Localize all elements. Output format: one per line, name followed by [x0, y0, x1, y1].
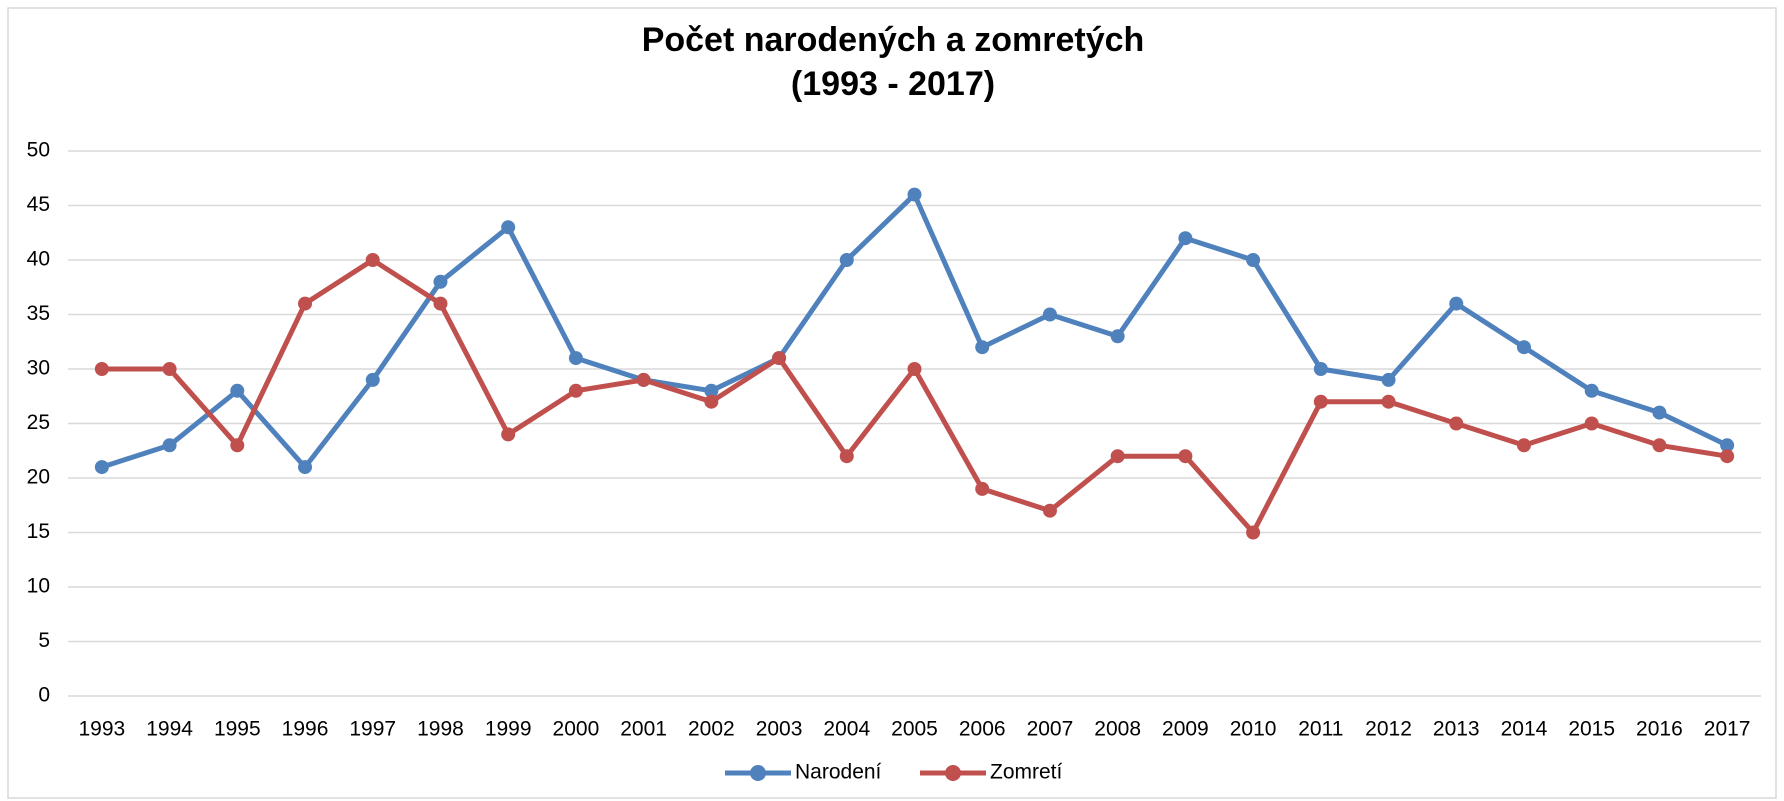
y-tick-label: 5	[38, 629, 50, 652]
point	[1584, 383, 1599, 398]
point	[1178, 449, 1193, 464]
x-tick-label: 2010	[1230, 718, 1277, 741]
point	[298, 296, 313, 311]
point	[772, 351, 787, 366]
x-tick-label: 2000	[553, 718, 600, 741]
point	[839, 253, 854, 267]
point	[1246, 253, 1261, 267]
y-tick-label: 50	[27, 139, 50, 162]
x-tick-label: 2007	[1027, 718, 1074, 741]
point	[230, 383, 245, 398]
point	[94, 362, 109, 376]
point	[1042, 307, 1057, 322]
point	[1313, 394, 1328, 409]
point	[1381, 394, 1396, 409]
point	[433, 274, 448, 289]
legend-marker	[945, 765, 961, 781]
x-tick-label: 2013	[1433, 718, 1480, 741]
point	[162, 362, 177, 376]
point	[1516, 340, 1531, 355]
point	[501, 220, 516, 235]
x-tick-label: 2012	[1365, 718, 1412, 741]
x-tick-label: 2008	[1094, 718, 1141, 741]
x-tick-label: 2006	[959, 718, 1006, 741]
x-tick-label: 1996	[282, 718, 329, 741]
x-tick-label: 1997	[349, 718, 396, 741]
point	[568, 383, 583, 398]
x-tick-label: 2014	[1501, 718, 1548, 741]
x-tick-label: 2016	[1636, 718, 1683, 741]
point	[975, 340, 990, 355]
point	[1178, 231, 1193, 246]
chart-frame	[7, 7, 1777, 799]
point	[94, 460, 109, 475]
x-tick-label: 1998	[417, 718, 464, 741]
point	[1652, 438, 1667, 453]
y-tick-label: 20	[27, 466, 50, 489]
point	[1720, 449, 1735, 464]
x-tick-label: 2015	[1568, 718, 1615, 741]
y-tick-label: 45	[27, 193, 50, 216]
point	[1381, 372, 1396, 387]
point	[365, 372, 380, 387]
point	[162, 438, 177, 453]
y-tick-label: 35	[27, 302, 50, 325]
x-tick-label: 2009	[1162, 718, 1209, 741]
x-tick-label: 2011	[1298, 718, 1343, 741]
x-tick-label: 1995	[214, 718, 261, 741]
point	[298, 460, 313, 475]
x-tick-label: 1999	[485, 718, 532, 741]
y-tick-label: 0	[38, 684, 50, 707]
point	[1652, 405, 1667, 420]
point	[433, 296, 448, 311]
point	[1584, 416, 1599, 431]
x-tick-label: 2017	[1704, 718, 1751, 741]
point	[501, 427, 516, 442]
point	[704, 383, 719, 398]
chart-title: Počet narodených a zomretých	[642, 21, 1145, 59]
point	[1110, 449, 1125, 464]
point	[907, 362, 922, 376]
point	[1720, 438, 1735, 453]
point	[907, 187, 922, 202]
chart-title: (1993 - 2017)	[791, 65, 995, 103]
y-tick-label: 30	[27, 357, 50, 380]
x-tick-label: 2005	[891, 718, 938, 741]
point	[1516, 438, 1531, 453]
point	[1246, 525, 1261, 540]
x-tick-label: 2003	[756, 718, 803, 741]
x-tick-label: 2001	[620, 718, 667, 741]
point	[1449, 416, 1464, 431]
point	[839, 449, 854, 464]
point	[1449, 296, 1464, 311]
legend-label: Zomretí	[990, 761, 1063, 784]
y-tick-label: 25	[27, 411, 50, 434]
point	[975, 481, 990, 496]
x-tick-label: 1994	[146, 718, 193, 741]
point	[1313, 362, 1328, 376]
legend-marker	[750, 765, 766, 781]
point	[704, 394, 719, 409]
point	[230, 438, 245, 453]
x-tick-label: 1993	[79, 718, 126, 741]
y-tick-label: 10	[27, 575, 50, 598]
legend-label: Narodení	[795, 761, 882, 784]
point	[568, 351, 583, 366]
y-tick-label: 40	[27, 248, 50, 271]
y-tick-label: 15	[27, 520, 50, 543]
point	[1042, 503, 1057, 518]
point	[365, 253, 380, 267]
x-tick-label: 2004	[823, 718, 870, 741]
point	[1110, 329, 1125, 344]
x-tick-label: 2002	[688, 718, 735, 741]
point	[636, 372, 651, 387]
